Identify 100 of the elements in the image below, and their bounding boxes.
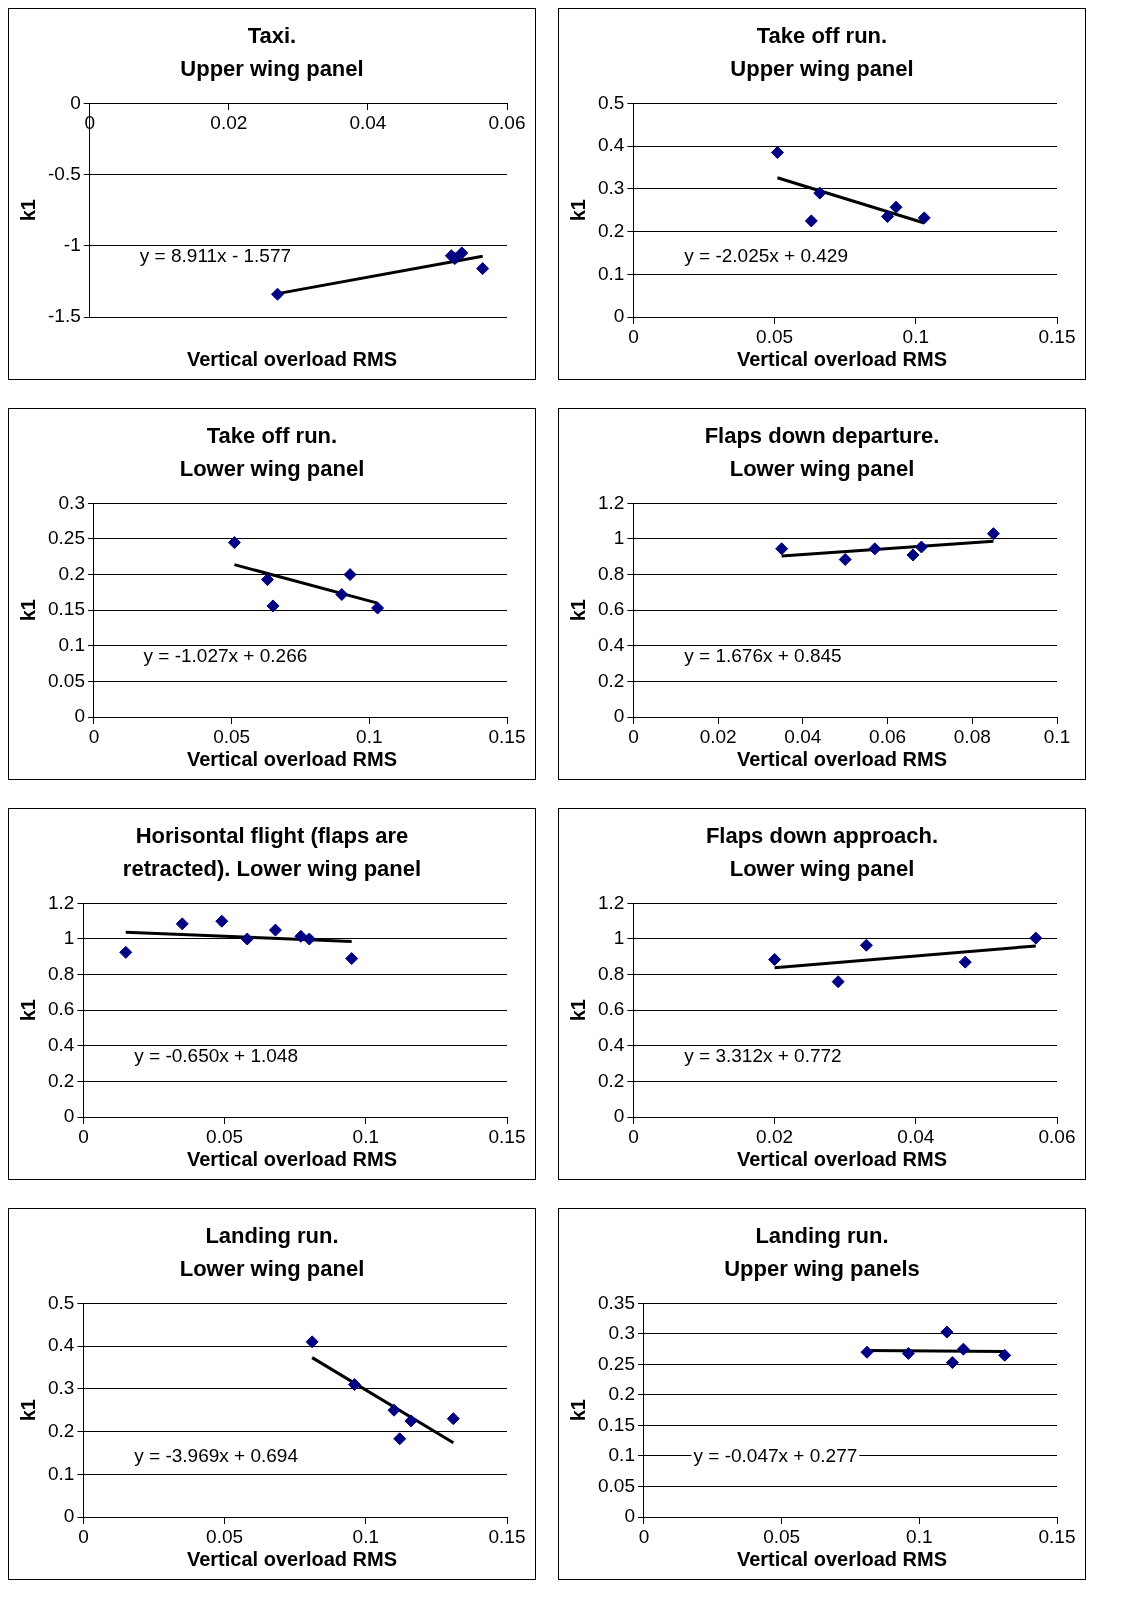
y-tick-label: 0.5 [47,1291,75,1313]
point [175,917,189,931]
annotation: y = -2.025x + 0.429 [684,245,848,267]
y-tick-label: 0.3 [608,1322,635,1344]
y-tick-label: 0.25 [48,527,85,549]
x-tick-label: 0.1 [1043,725,1071,747]
y-tick-label: 0.25 [598,1352,635,1374]
x-tick-label: 0.15 [1038,1525,1076,1547]
y-tick-label: 0.3 [58,491,85,513]
x-tick-label: 0.1 [906,1525,933,1547]
y-axis-title: k1 [16,599,39,622]
point [901,1346,915,1360]
y-tick-label: 0.1 [58,634,85,656]
x-tick-label: 0 [638,1525,650,1547]
point [775,542,789,556]
x-axis-title: Vertical overload RMS [185,347,399,372]
point [859,938,873,952]
point [868,542,882,556]
point [371,601,385,615]
x-tick-label: 0.06 [488,112,526,134]
x-axis-title: Vertical overload RMS [185,747,399,772]
chart-title: Horisontal flight (flaps are retracted). Lower wing panel [121,822,423,883]
chart-title: Landing run. Upper wing panels [723,1222,921,1283]
x-tick-label: 0.15 [1038,325,1076,347]
y-tick-label: 0 [63,1105,75,1127]
y-tick-label: 0.2 [47,1069,75,1091]
point [906,548,920,562]
y-tick-label: 1.2 [597,491,625,513]
chart-title: Flaps down approach. Lower wing panel [704,822,940,883]
point [455,246,469,260]
x-tick-label: 0.02 [210,112,248,134]
x-axis-title: Vertical overload RMS [185,1147,399,1172]
y-tick-label: 0.35 [598,1291,635,1313]
annotation: y = 1.676x + 0.845 [684,645,842,667]
y-tick-label: 0.2 [47,1419,75,1441]
y-tick-label: -1 [63,234,81,256]
y-tick-label: 0.2 [597,1069,625,1091]
x-tick-label: 0.02 [699,725,737,747]
point [266,599,280,613]
y-tick-label: 0 [74,705,85,727]
annotation: y = -0.650x + 1.048 [134,1045,298,1067]
point [260,573,274,587]
point [404,1414,418,1428]
point [838,552,852,566]
point [1029,931,1043,945]
y-tick-label: 0 [613,705,625,727]
y-tick-label: -1.5 [47,305,81,327]
x-tick-label: 0.1 [902,325,930,347]
point [881,210,895,224]
chart-title: Take off run. Upper wing panel [729,22,915,83]
point [813,186,827,200]
point [768,952,782,966]
x-tick-label: 0.1 [352,1525,380,1547]
point [958,955,972,969]
x-tick-label: 0.04 [897,1125,935,1147]
point [917,211,931,225]
x-axis-title: Vertical overload RMS [735,347,949,372]
annotation: y = 3.312x + 0.772 [684,1045,842,1067]
x-tick-label: 0.15 [488,1525,526,1547]
y-tick-label: 0.3 [597,177,625,199]
y-tick-label: 0.15 [598,1413,635,1435]
point [770,146,784,160]
chart-title: Landing run. Lower wing panel [178,1222,366,1283]
point [998,1348,1012,1362]
y-tick-label: 0.15 [48,598,85,620]
y-axis-title: k1 [16,199,39,222]
y-tick-label: 0 [613,305,625,327]
y-tick-label: 0.2 [58,562,85,584]
point [476,262,490,276]
chart-title: Flaps down departure. Lower wing panel [703,422,941,483]
point [860,1345,874,1359]
point [914,540,928,554]
y-axis-title: k1 [566,599,589,622]
y-tick-label: 0.3 [47,1377,75,1399]
y-tick-label: 0.6 [597,598,625,620]
y-axis-title: k1 [16,999,39,1022]
point [446,1412,460,1426]
y-tick-label: 0.05 [48,669,85,691]
x-tick-label: 0.06 [1038,1125,1076,1147]
point [227,536,241,550]
x-axis-title: Vertical overload RMS [185,1547,399,1572]
y-tick-label: 0.2 [608,1383,635,1405]
x-tick-label: 0.05 [763,1525,801,1547]
y-axis-title: k1 [566,199,589,222]
point [448,252,462,266]
y-tick-label: 1 [613,927,625,949]
y-tick-label: 0.2 [597,219,625,241]
point [889,200,903,214]
y-tick-label: 0.05 [598,1474,635,1496]
y-axis-title: k1 [566,1399,589,1422]
y-tick-label: 1.2 [47,891,75,913]
y-tick-label: 0.2 [597,669,625,691]
point [956,1342,970,1356]
annotation: y = -3.969x + 0.694 [134,1445,299,1467]
y-tick-label: 0.4 [47,1034,75,1056]
x-tick-label: 0.05 [756,325,794,347]
point [831,975,845,989]
point [393,1432,407,1446]
x-tick-label: 0.08 [953,725,991,747]
x-tick-label: 0.04 [349,112,387,134]
